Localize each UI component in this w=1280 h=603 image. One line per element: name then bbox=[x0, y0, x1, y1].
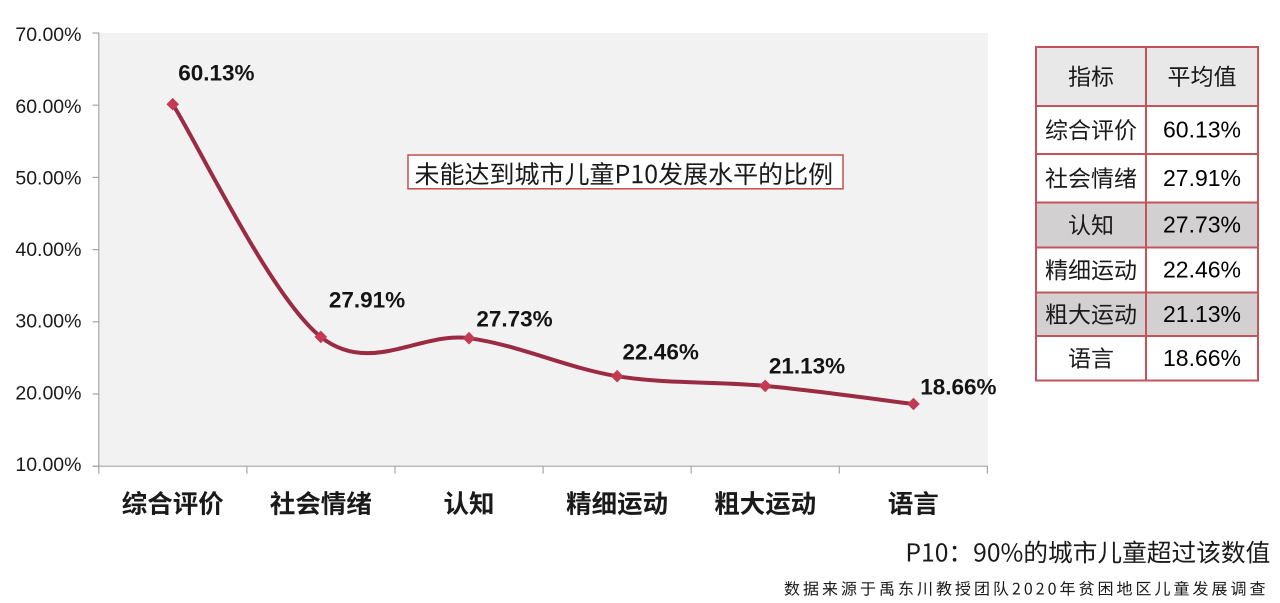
svg-text:27.73%: 27.73% bbox=[1163, 212, 1241, 238]
svg-text:27.73%: 27.73% bbox=[476, 306, 552, 331]
svg-text:21.13%: 21.13% bbox=[769, 354, 845, 379]
svg-text:22.46%: 22.46% bbox=[1163, 257, 1241, 283]
svg-text:60.13%: 60.13% bbox=[178, 61, 254, 86]
svg-text:27.91%: 27.91% bbox=[1163, 165, 1241, 191]
svg-text:10.00%: 10.00% bbox=[15, 454, 81, 476]
svg-text:22.46%: 22.46% bbox=[623, 340, 699, 365]
svg-text:18.66%: 18.66% bbox=[1163, 345, 1241, 371]
svg-text:21.13%: 21.13% bbox=[1163, 301, 1241, 327]
svg-text:18.66%: 18.66% bbox=[920, 375, 996, 400]
svg-text:60.13%: 60.13% bbox=[1163, 117, 1241, 143]
svg-text:70.00%: 70.00% bbox=[15, 24, 81, 46]
svg-text:27.91%: 27.91% bbox=[329, 288, 405, 313]
svg-text:30.00%: 30.00% bbox=[15, 311, 81, 333]
svg-text:20.00%: 20.00% bbox=[15, 382, 81, 404]
svg-text:60.00%: 60.00% bbox=[15, 96, 81, 118]
svg-text:40.00%: 40.00% bbox=[15, 239, 81, 261]
svg-text:50.00%: 50.00% bbox=[15, 167, 81, 189]
